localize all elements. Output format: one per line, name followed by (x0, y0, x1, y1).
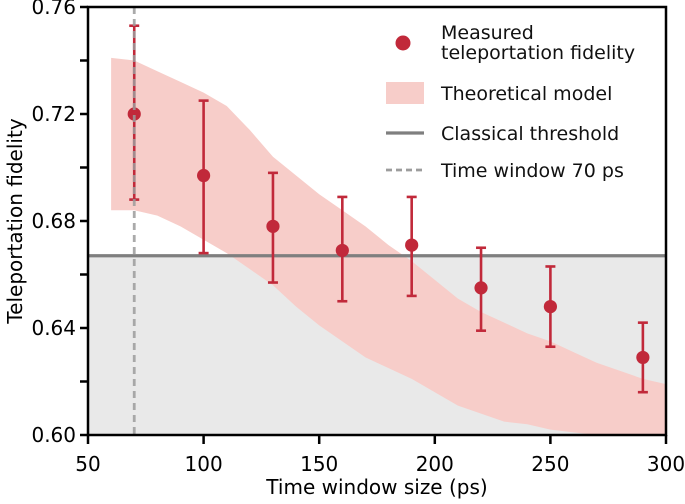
legend-label-time-window: Time window 70 ps (440, 160, 624, 182)
legend-item-measured: Measured teleportation fidelity (395, 22, 635, 64)
legend-item-theoretical-model: Theoretical model (386, 82, 612, 105)
data-point-250 (543, 300, 558, 314)
data-point-290 (636, 350, 650, 365)
measured-point-marker-icon (395, 35, 411, 51)
x-tick-label-100: 100 (185, 452, 223, 476)
band-swatch-icon (386, 82, 424, 104)
x-tick-label-250: 250 (531, 452, 569, 476)
data-point-220 (474, 281, 488, 295)
data-point-160 (335, 243, 349, 258)
ticks-layer: 50 100 150 200 250 300 0.60 0.64 0.68 0.72 0.76 (31, 0, 685, 476)
data-point-190 (405, 238, 419, 252)
y-tick-label-0.68: 0.68 (31, 209, 76, 233)
legend-item-time-window: Time window 70 ps (386, 160, 624, 182)
x-tick-label-300: 300 (647, 452, 685, 476)
x-tick-label-200: 200 (416, 452, 454, 476)
theoretical-model-band (111, 57, 667, 435)
x-tick-label-150: 150 (300, 452, 338, 476)
legend-label-classical-threshold: Classical threshold (441, 123, 619, 145)
legend-label-measured-line2: teleportation fidelity (441, 42, 635, 64)
legend-item-classical-threshold: Classical threshold (386, 123, 619, 145)
legend: Measured teleportation fidelity Theoreti… (386, 22, 635, 182)
data-point-70 (127, 107, 141, 121)
y-axis-title: Teleportation fidelity (3, 118, 27, 324)
data-point-100 (197, 168, 211, 183)
data-points-layer (127, 107, 650, 365)
y-tick-label-0.60: 0.60 (31, 423, 76, 447)
y-tick-label-0.64: 0.64 (31, 316, 76, 340)
x-tick-label-50: 50 (75, 452, 100, 476)
y-tick-label-0.76: 0.76 (31, 0, 76, 19)
data-point-130 (266, 219, 280, 233)
theoretical-band-layer (111, 57, 667, 435)
x-axis-title: Time window size (ps) (265, 475, 487, 499)
legend-label-theoretical-model: Theoretical model (440, 83, 612, 105)
legend-label-measured-line1: Measured (441, 22, 534, 44)
y-tick-label-0.72: 0.72 (31, 102, 76, 126)
